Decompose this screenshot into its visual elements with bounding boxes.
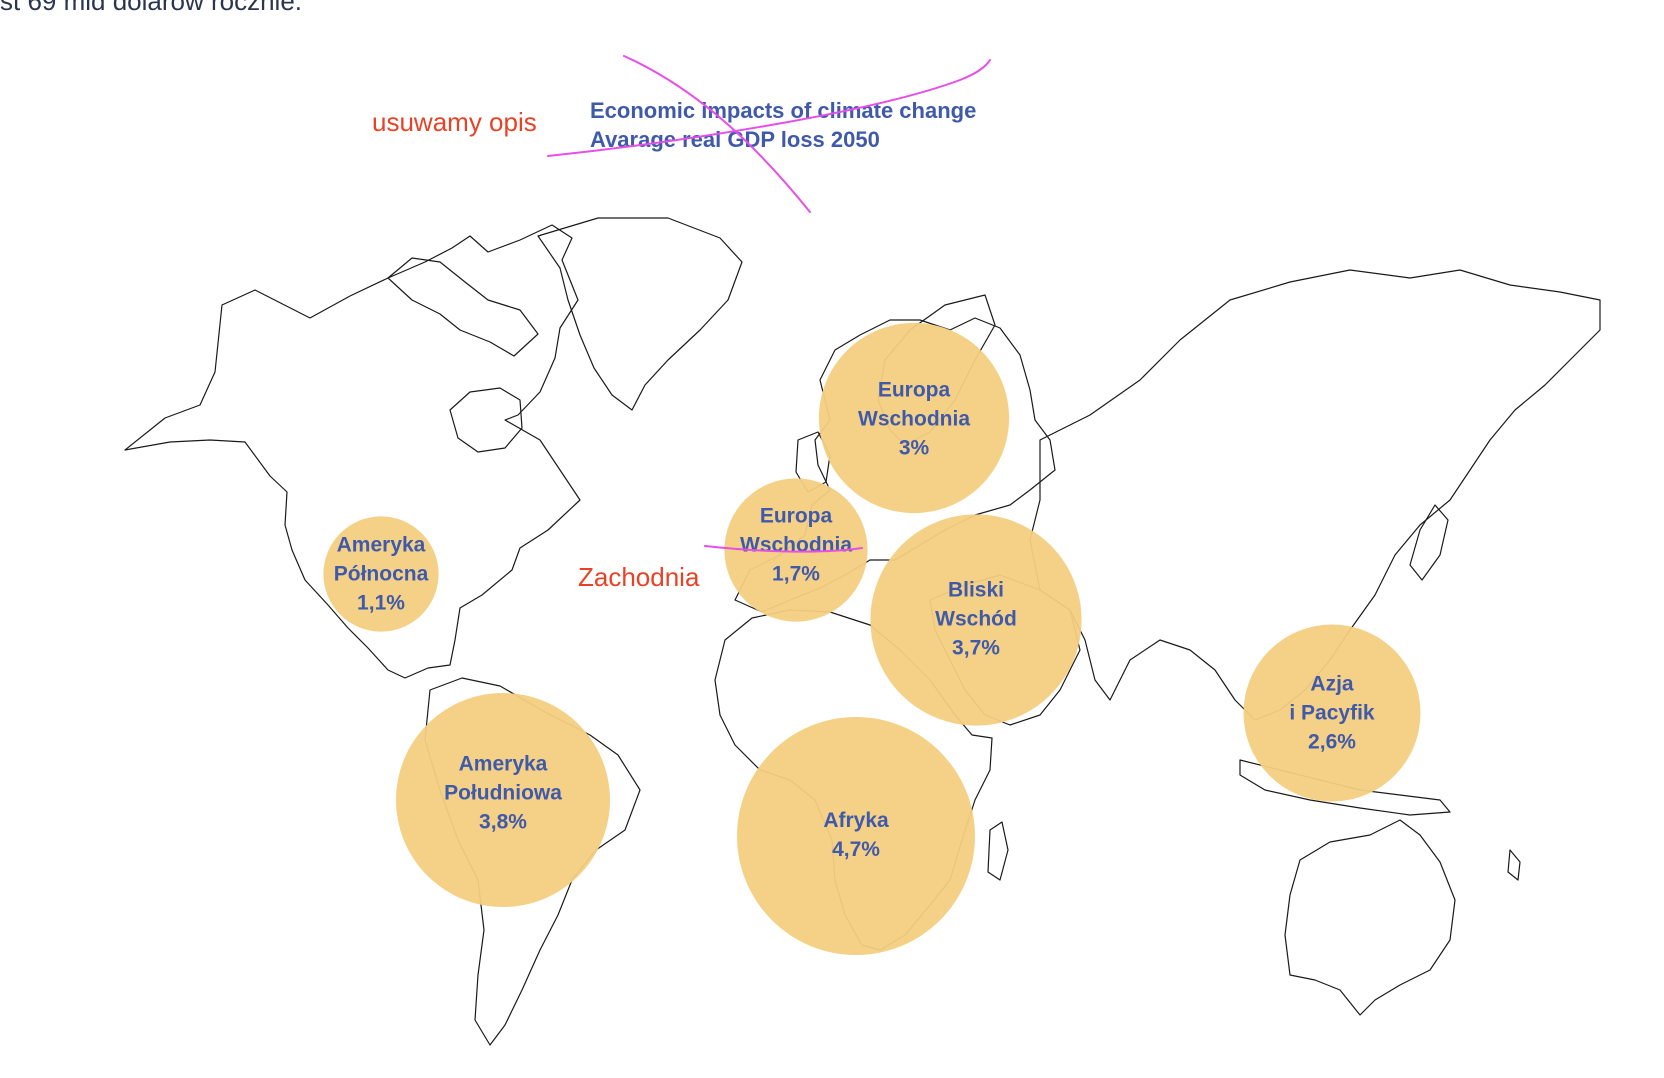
uk-outline — [795, 431, 831, 493]
region-name-line1: Ameryka — [458, 752, 548, 776]
region-name-line1: Bliski — [947, 578, 1005, 602]
map-title-line-2: Avarage real GDP loss 2050 — [590, 127, 880, 152]
region-name-line1: Europa — [759, 504, 833, 528]
region-label-asia-pacific: Azja i Pacyfik 2,6% — [1289, 670, 1374, 757]
region-bubbles — [323, 322, 1421, 955]
region-label-eastern-europe: Europa Wschodnia 3% — [858, 376, 970, 463]
bubble-africa — [737, 717, 975, 955]
region-name-line2: Wschodnia — [739, 533, 853, 557]
japan-outline — [1409, 504, 1449, 581]
bubble-middle-east — [870, 514, 1082, 726]
remove-description-note: usuwamy opis — [372, 107, 537, 137]
australia-outline — [1284, 819, 1456, 1016]
north-america-outline — [124, 224, 581, 679]
asia-outline — [1029, 269, 1601, 721]
region-label-western-europe: Europa Wschodnia 1,7% — [740, 502, 852, 589]
bubble-asia-pacific — [1243, 624, 1421, 802]
west-correction-note: Zachodnia — [578, 562, 700, 592]
region-label-africa: Afryka 4,7% — [823, 806, 888, 864]
region-label-north-america: Ameryka Północna 1,1% — [334, 531, 429, 618]
hudson-bay-outline — [449, 387, 523, 453]
region-name-line1: Europa — [877, 378, 951, 402]
region-name-line2: i Pacyfik — [1289, 701, 1375, 725]
region-name-line2: Wschód — [935, 607, 1017, 631]
region-name-line2: Wschodnia — [857, 407, 971, 431]
region-label-middle-east: Bliski Wschód 3,7% — [935, 576, 1017, 663]
region-name-line1: Ameryka — [336, 533, 426, 557]
region-value: 1,1% — [357, 591, 405, 615]
new-zealand-outline — [1507, 849, 1521, 881]
map-title-line-1: Economic impacts of climate change — [590, 98, 977, 123]
arctic-islands-outline — [387, 257, 539, 357]
madagascar-outline — [987, 821, 1009, 881]
region-value: 4,7% — [832, 838, 880, 861]
region-name-line2: Południowa — [444, 781, 562, 805]
bubble-south-america — [396, 693, 610, 907]
top-text-fragment: st 69 mld dolarów rocznie. — [0, 0, 303, 16]
region-value: 2,6% — [1308, 730, 1356, 754]
region-label-south-america: Ameryka Południowa 3,8% — [444, 750, 562, 837]
region-name-line2: Północna — [333, 562, 429, 586]
bubble-eastern-europe — [818, 322, 1010, 514]
region-value: 3% — [898, 436, 930, 460]
region-value: 1,7% — [772, 562, 820, 586]
bubble-north-america — [323, 516, 439, 632]
region-name-line1: Azja — [1310, 672, 1354, 696]
greenland-outline — [537, 217, 743, 411]
region-value: 3,8% — [479, 810, 527, 834]
region-value: 3,7% — [952, 636, 1000, 660]
europe-outline — [734, 317, 1056, 613]
region-name-line1: Afryka — [823, 809, 889, 832]
